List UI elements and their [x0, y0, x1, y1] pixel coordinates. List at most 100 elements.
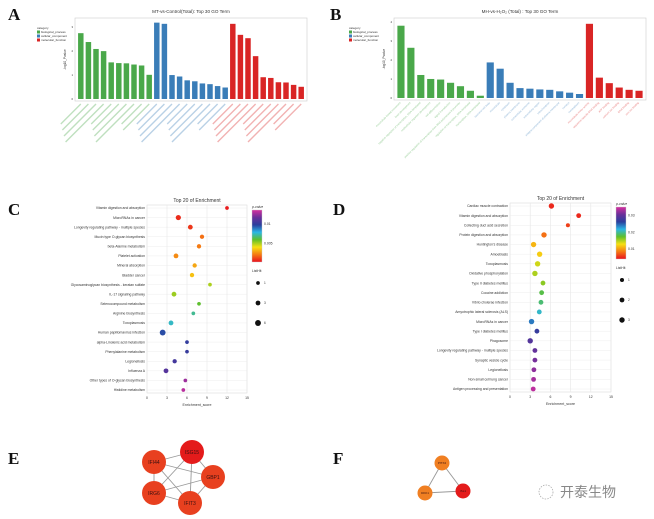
bar — [176, 76, 183, 99]
network-node — [180, 440, 204, 464]
node-label: PITX2 — [438, 461, 447, 465]
size-legend-dot — [619, 317, 625, 323]
bar — [456, 86, 465, 98]
x-tick-label — [244, 103, 272, 131]
size-legend-dot — [619, 297, 625, 303]
x-tick-label: 3 — [529, 395, 531, 399]
x-tick-label — [169, 103, 203, 137]
panel-label-a: A — [8, 5, 21, 24]
bar — [635, 90, 643, 98]
size-legend-label: 1 — [628, 278, 630, 282]
data-point — [530, 241, 537, 248]
x-tick-label — [166, 103, 188, 125]
legend-swatch — [349, 34, 352, 38]
y-tick-label: 2 — [390, 58, 392, 62]
x-tick-label: integral component of plasma membrane — [524, 100, 561, 137]
term-label: Mineral absorption — [117, 264, 145, 268]
term-label: Protein digestion and absorption — [459, 233, 508, 237]
x-tick-label — [171, 103, 211, 143]
term-label: MicroRNAs in cancer — [476, 320, 509, 324]
data-point — [159, 329, 166, 336]
term-label: Longevity regulating pathway - multiple … — [74, 225, 145, 229]
data-point — [173, 253, 179, 259]
legend-swatch — [349, 38, 352, 42]
chart-title: Top 20 of Enrichment — [173, 198, 221, 204]
bar — [154, 22, 160, 100]
watermark-logo: 开泰生物 — [538, 484, 616, 500]
network-node — [142, 450, 166, 474]
data-point — [565, 223, 570, 228]
bar — [566, 92, 574, 98]
data-point — [531, 376, 536, 382]
term-label: Other types of O-glycan biosynthesis — [90, 379, 146, 383]
bar — [214, 86, 221, 99]
bar — [446, 82, 455, 98]
size-legend-label: 3 — [264, 301, 266, 305]
size-legend-label: 2 — [628, 298, 630, 302]
legend-title: category — [349, 26, 361, 30]
data-point — [576, 213, 582, 219]
bar — [268, 77, 274, 99]
data-point — [185, 340, 189, 344]
data-point — [172, 359, 177, 364]
size-legend-title: ListHit — [616, 266, 625, 270]
x-tick-label — [122, 103, 150, 131]
y-tick-label: 1 — [390, 77, 392, 81]
bar — [546, 89, 554, 98]
x-tick-label — [121, 103, 143, 125]
y-tick-label: 3 — [71, 25, 73, 29]
size-legend-title: ListHit — [252, 269, 261, 273]
bar — [161, 23, 168, 99]
term-label: Toxoplasmosis — [123, 321, 146, 325]
colorbar-tick-label: 0.02 — [628, 230, 635, 234]
bar — [476, 95, 484, 98]
colorbar-title: p-value — [251, 205, 263, 209]
panel-label-b: B — [330, 5, 341, 24]
term-label: alpha-Linolenic acid metabolism — [97, 340, 145, 344]
data-point — [528, 318, 535, 325]
x-tick-label: 15 — [245, 396, 249, 400]
data-point — [534, 328, 540, 334]
legend-label: molecular_function — [353, 38, 379, 42]
data-point — [171, 291, 177, 297]
x-tick-label: signal transduction — [433, 100, 452, 119]
bar — [283, 82, 289, 99]
bar — [526, 88, 534, 98]
x-tick-label — [136, 103, 158, 125]
term-label: Phagosome — [490, 339, 508, 343]
data-point — [187, 224, 193, 230]
data-point — [538, 299, 544, 305]
data-point — [532, 270, 538, 277]
y-tick-label: 3 — [390, 39, 392, 43]
term-label: Influenza A — [128, 369, 146, 373]
bar — [595, 77, 603, 98]
bar — [506, 82, 514, 98]
y-tick-label: 0 — [71, 97, 73, 101]
x-tick-label — [242, 103, 264, 125]
bubble-chart-c: Top 20 of Enrichment 0 3 6 9 12 15 Enrichment_s… — [71, 198, 273, 407]
data-point — [185, 349, 189, 354]
legend-label: molecular_function — [41, 38, 67, 42]
x-tick-label: 12 — [225, 396, 229, 400]
x-axis-label: Enrichment_score — [546, 402, 575, 406]
bar — [199, 83, 206, 99]
bar — [116, 63, 122, 99]
bar — [585, 23, 594, 98]
term-label: Mucin type O-glycan biosynthesis — [94, 235, 145, 239]
term-label: MicroRNAs in cancer — [113, 216, 146, 220]
term-label: Bladder cancer — [122, 273, 146, 277]
wechat-icon — [538, 484, 554, 500]
size-legend-dot — [255, 300, 261, 306]
network-node — [178, 491, 202, 515]
bar — [556, 91, 564, 98]
bar-chart-a: MT-vs-Control(Total): Top 30 GO Term -log… — [37, 9, 308, 143]
data-point — [196, 244, 202, 249]
x-tick-label — [215, 103, 249, 137]
chart-title: MH-vs-H₂O₂ (Total) : Top 30 GO Term — [482, 9, 559, 14]
data-point — [192, 263, 197, 268]
panel-label-d: D — [333, 200, 345, 219]
x-tick-label — [61, 103, 89, 131]
network-node — [417, 485, 433, 501]
y-tick-label: 1 — [71, 73, 73, 77]
plot-frame — [146, 204, 248, 394]
